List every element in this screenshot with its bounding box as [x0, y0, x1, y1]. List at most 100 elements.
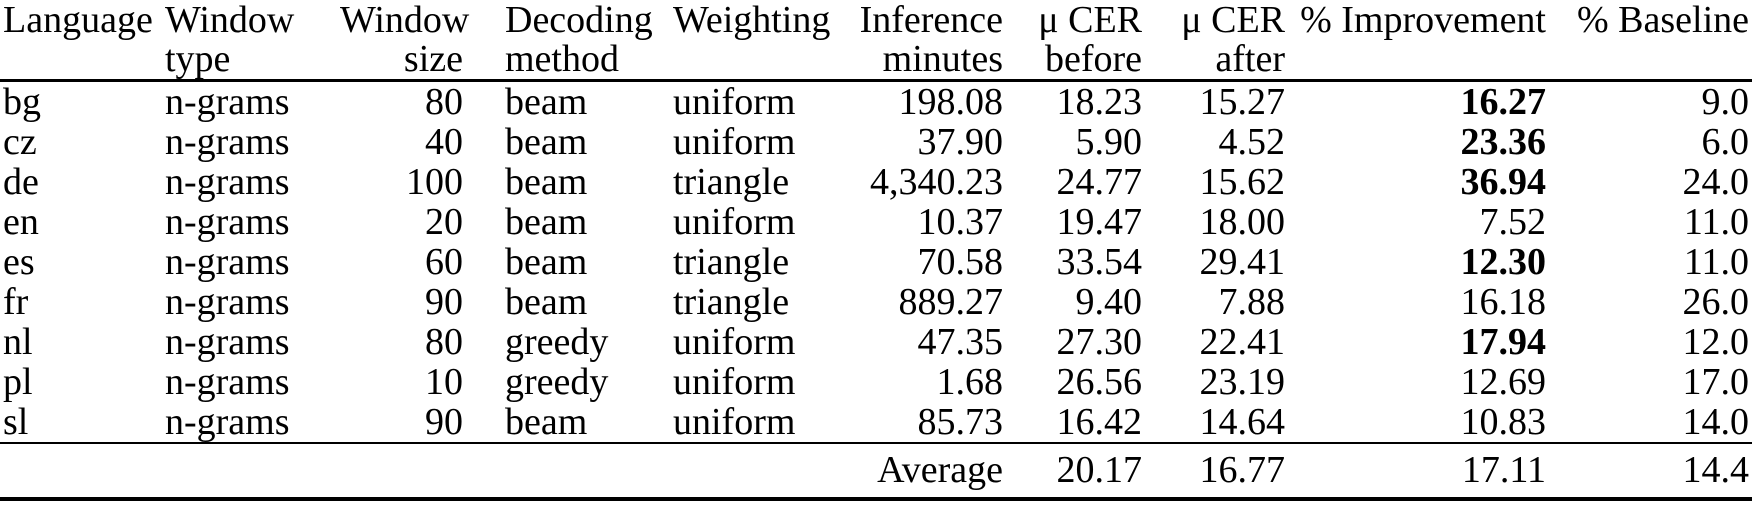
cell-window-type: n-grams [165, 201, 290, 243]
table-row: de n-grams 100 beam triangle 4,340.23 24… [0, 162, 1752, 202]
cell-window-type: n-grams [165, 121, 290, 163]
footer-cer-after: 16.77 [1142, 442, 1285, 499]
header-line1: Language [3, 0, 153, 41]
cell-cer-after: 22.41 [1199, 321, 1286, 363]
column-header-cer-before: μ CER before [1003, 0, 1142, 82]
table-row: pl n-grams 10 greedy uniform 1.68 26.56 … [0, 362, 1752, 402]
cell-window-size: 80 [425, 81, 463, 123]
header-line2: type [165, 38, 231, 80]
header-line1: μ CER [1181, 0, 1285, 41]
header-line1: Decoding [505, 0, 653, 41]
column-header-window-size: Window size [340, 0, 470, 82]
cell-cer-before: 27.30 [1056, 321, 1143, 363]
cell-improvement: 17.94 [1460, 321, 1547, 363]
footer-spacer [0, 442, 850, 499]
column-header-inference-minutes: Inference minutes [850, 0, 1003, 82]
cell-weighting: uniform [673, 401, 796, 443]
cell-baseline: 12.0 [1682, 321, 1750, 363]
cell-cer-after: 4.52 [1218, 121, 1286, 163]
cell-weighting: triangle [673, 241, 790, 283]
cell-window-type: n-grams [165, 161, 290, 203]
cell-cer-before: 16.42 [1056, 401, 1143, 443]
header-line2: method [505, 38, 619, 80]
cell-decoding-method: greedy [505, 361, 609, 403]
cell-improvement: 12.30 [1460, 241, 1547, 283]
cell-cer-before: 18.23 [1056, 81, 1143, 123]
cell-inference-minutes: 1.68 [936, 361, 1004, 403]
cell-decoding-method: beam [505, 201, 588, 243]
column-header-improvement: % Improvement [1285, 0, 1546, 82]
header-line1: Window [340, 0, 470, 41]
cell-improvement: 16.27 [1460, 81, 1547, 123]
cell-baseline: 11.0 [1683, 201, 1749, 243]
cell-weighting: triangle [673, 161, 790, 203]
cell-window-type: n-grams [165, 321, 290, 363]
cell-language: pl [3, 361, 33, 403]
cell-weighting: uniform [673, 321, 796, 363]
header-line1: Window [165, 0, 295, 41]
cell-decoding-method: greedy [505, 321, 609, 363]
table-row: es n-grams 60 beam triangle 70.58 33.54 … [0, 242, 1752, 282]
cell-improvement: 36.94 [1460, 161, 1547, 203]
header-line2: minutes [882, 38, 1003, 80]
cell-cer-before: 9.40 [1075, 281, 1143, 323]
cell-cer-after: 14.64 [1199, 401, 1286, 443]
cell-decoding-method: beam [505, 161, 588, 203]
cell-cer-before: 5.90 [1075, 121, 1143, 163]
header-line1: Weighting [673, 0, 831, 41]
cell-cer-before: 24.77 [1056, 161, 1143, 203]
cell-language: sl [3, 401, 29, 443]
column-header-cer-after: μ CER after [1142, 0, 1285, 82]
cell-cer-after: 15.62 [1199, 161, 1286, 203]
cell-inference-minutes: 198.08 [898, 81, 1004, 123]
cell-weighting: uniform [673, 121, 796, 163]
header-line1: % Baseline [1576, 0, 1749, 41]
cell-window-type: n-grams [165, 81, 290, 123]
header-line2: after [1215, 38, 1285, 80]
cell-baseline: 17.0 [1682, 361, 1750, 403]
cell-inference-minutes: 37.90 [917, 121, 1004, 163]
cell-improvement: 12.69 [1460, 361, 1547, 403]
cell-language: bg [3, 81, 41, 123]
cell-decoding-method: beam [505, 281, 588, 323]
footer-label: Average [850, 442, 1003, 499]
cell-baseline: 26.0 [1682, 281, 1750, 323]
cell-inference-minutes: 889.27 [898, 281, 1004, 323]
header-row: Language Window type Window size Decodin… [0, 0, 1752, 82]
cell-cer-before: 26.56 [1056, 361, 1143, 403]
cell-improvement: 10.83 [1460, 401, 1547, 443]
cell-inference-minutes: 70.58 [917, 241, 1004, 283]
table-body: bg n-grams 80 beam uniform 198.08 18.23 … [0, 81, 1752, 444]
cell-inference-minutes: 10.37 [917, 201, 1004, 243]
cell-baseline: 6.0 [1701, 121, 1750, 163]
cell-window-size: 80 [425, 321, 463, 363]
cell-window-type: n-grams [165, 361, 290, 403]
column-header-decoding-method: Decoding method [463, 0, 673, 82]
cell-decoding-method: beam [505, 241, 588, 283]
cell-language: nl [3, 321, 33, 363]
header-line1: μ CER [1038, 0, 1142, 41]
cell-language: es [3, 241, 35, 283]
cell-improvement: 7.52 [1479, 201, 1547, 243]
cell-cer-after: 29.41 [1199, 241, 1286, 283]
cell-cer-after: 15.27 [1199, 81, 1286, 123]
cell-window-type: n-grams [165, 281, 290, 323]
table-row: cz n-grams 40 beam uniform 37.90 5.90 4.… [0, 122, 1752, 162]
cell-decoding-method: beam [505, 401, 588, 443]
cell-decoding-method: beam [505, 121, 588, 163]
cell-improvement: 23.36 [1460, 121, 1547, 163]
table-header: Language Window type Window size Decodin… [0, 0, 1752, 82]
cell-window-size: 90 [425, 281, 463, 323]
footer-cer-before: 20.17 [1003, 442, 1142, 499]
cell-weighting: uniform [673, 201, 796, 243]
cell-weighting: uniform [673, 81, 796, 123]
cell-window-size: 10 [425, 361, 463, 403]
header-line2: before [1044, 38, 1142, 80]
table-row: nl n-grams 80 greedy uniform 47.35 27.30… [0, 322, 1752, 362]
cell-improvement: 16.18 [1460, 281, 1547, 323]
cell-inference-minutes: 4,340.23 [870, 161, 1003, 203]
cell-cer-after: 18.00 [1199, 201, 1286, 243]
cell-baseline: 14.0 [1682, 401, 1750, 443]
average-row: Average 20.17 16.77 17.11 14.4 [0, 442, 1752, 499]
